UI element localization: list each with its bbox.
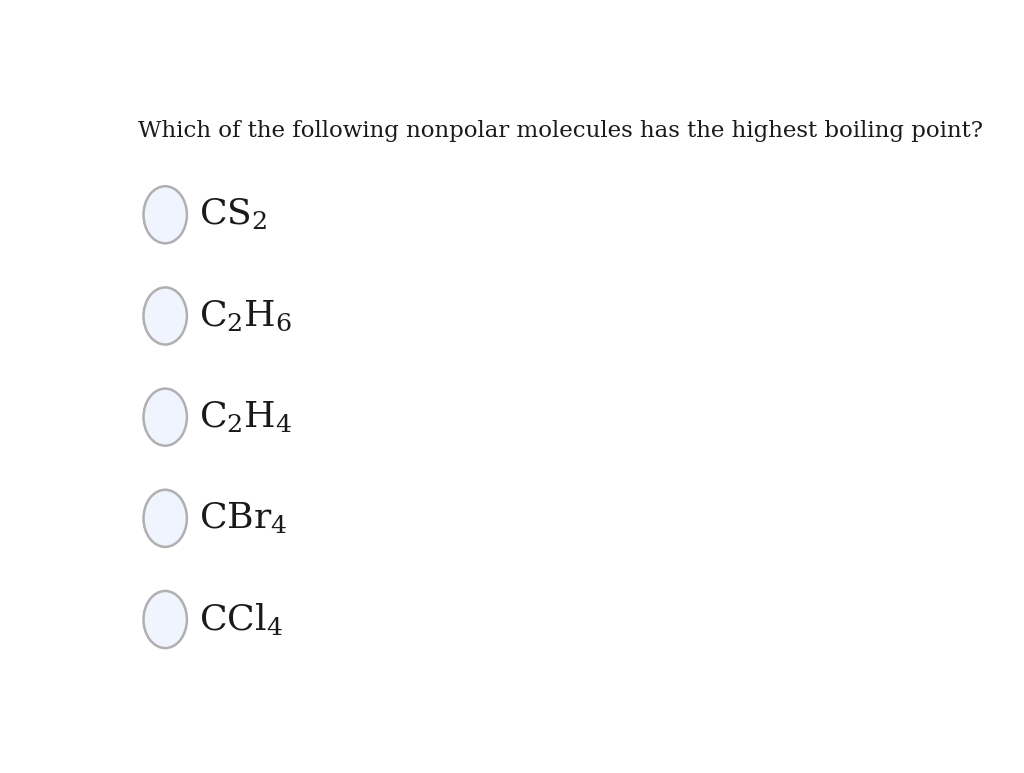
Ellipse shape — [143, 389, 187, 446]
Text: $\mathregular{CCl_4}$: $\mathregular{CCl_4}$ — [200, 601, 284, 638]
Ellipse shape — [143, 490, 187, 547]
Ellipse shape — [143, 591, 187, 648]
Text: $\mathregular{C_2H_4}$: $\mathregular{C_2H_4}$ — [200, 400, 293, 435]
Text: Which of the following nonpolar molecules has the highest boiling point?: Which of the following nonpolar molecule… — [138, 120, 983, 141]
Ellipse shape — [143, 186, 187, 243]
Text: $\mathregular{C_2H_6}$: $\mathregular{C_2H_6}$ — [200, 298, 293, 333]
Ellipse shape — [143, 288, 187, 345]
Text: $\mathregular{CS_2}$: $\mathregular{CS_2}$ — [200, 197, 267, 233]
Text: $\mathregular{CBr_4}$: $\mathregular{CBr_4}$ — [200, 501, 288, 536]
